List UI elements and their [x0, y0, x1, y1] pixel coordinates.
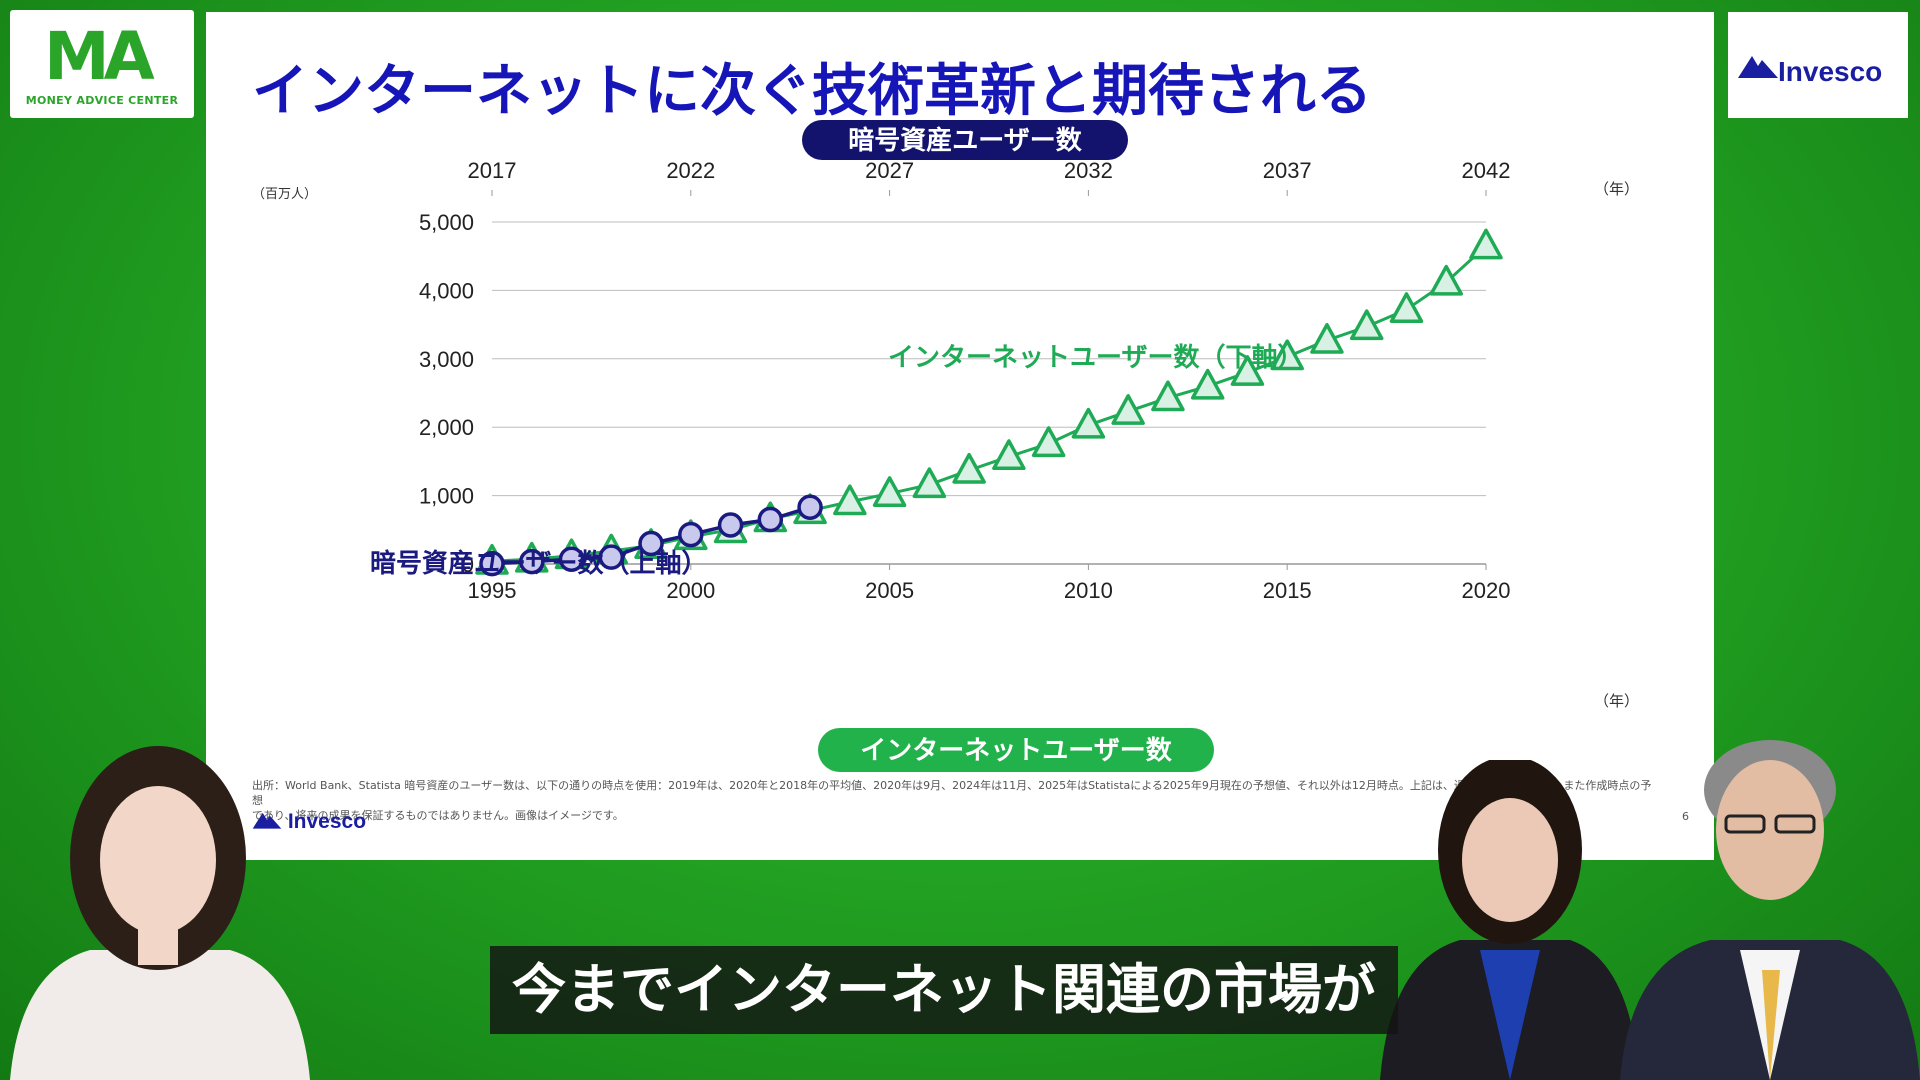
y-tick-label: 5,000: [419, 210, 474, 235]
x-top-tick-label: 2032: [1064, 158, 1113, 183]
top-axis-badge-label: 暗号資産ユーザー数: [848, 125, 1082, 156]
channel-logo: MA MONEY ADVICE CENTER: [10, 10, 194, 118]
internet-series-label: インターネットユーザー数（下軸）: [888, 342, 1303, 373]
chart-labels: 0 1,000 2,000 3,000 4,000 5,000 1995 2000 2005 20…: [419, 158, 1511, 603]
crypto-data-point: [757, 506, 784, 533]
bottom-axis-year-unit: （年）: [1594, 692, 1639, 710]
crypto-data-point: [717, 512, 744, 538]
y-tick-label: 2,000: [419, 415, 474, 440]
x-top-tick-label: 2022: [666, 158, 715, 183]
crypto-data-point: [638, 530, 664, 557]
internet-data-point: [1071, 407, 1106, 439]
mountain-icon: [252, 812, 282, 829]
internet-data-point: [1230, 355, 1265, 386]
bottom-axis-badge: インターネットユーザー数: [818, 728, 1214, 772]
invesco-footer-logo: Invesco: [252, 810, 366, 834]
bottom-axis-badge-label: インターネットユーザー数: [860, 736, 1172, 766]
internet-data-point: [833, 484, 867, 516]
source-note-line-2: であり、将来の成果を保証するものではありません。画像はイメージです。: [252, 809, 624, 822]
x-top-tick-label: 2042: [1462, 158, 1511, 183]
crypto-series-label: 暗号資産ユーザー数（上軸）: [370, 548, 707, 579]
chart-grid: [491, 190, 1487, 570]
channel-logo-mark: MA: [44, 18, 155, 95]
presenter-middle: [1380, 760, 1640, 1080]
internet-data-point: [872, 476, 907, 507]
x-top-tick-label: 2037: [1263, 158, 1312, 183]
crypto-data-point: [479, 550, 505, 577]
page-number: 6: [1682, 810, 1689, 823]
y-tick-label: 3,000: [419, 347, 474, 372]
y-tick-label: 0: [462, 552, 474, 577]
x-bottom-tick-label: 2005: [865, 578, 914, 603]
internet-data-point: [992, 439, 1026, 471]
x-bottom-tick-label: 2015: [1263, 578, 1312, 603]
x-bottom-tick-label: 2020: [1462, 578, 1511, 603]
internet-data-point: [1429, 264, 1463, 296]
invesco-corner-logo-text: Invesco: [1778, 56, 1883, 87]
internet-series-line: [491, 244, 1488, 563]
presenter-right: [1620, 740, 1920, 1080]
crypto-data-point: [558, 546, 585, 572]
video-subtitle: 今までインターネット関連の市場が: [490, 946, 1398, 1034]
top-axis-year-unit: （年）: [1594, 180, 1639, 198]
slide: インターネットに次ぐ技術革新と期待される 0 1,000 2,000 3,000 4,0…: [206, 12, 1714, 860]
channel-logo-subtitle: MONEY ADVICE CENTER: [25, 94, 179, 107]
presenter-left: [10, 746, 310, 1080]
invesco-footer-logo-text: Invesco: [287, 810, 367, 833]
x-bottom-tick-label: 2010: [1064, 578, 1113, 603]
invesco-corner-logo: Invesco: [1728, 12, 1908, 118]
crypto-data-point: [678, 521, 704, 548]
top-axis-badge: 暗号資産ユーザー数: [802, 120, 1128, 160]
internet-data-point: [1349, 309, 1384, 341]
internet-data-point: [1469, 228, 1503, 260]
internet-data-point: [912, 467, 947, 499]
internet-data-point: [1151, 380, 1185, 412]
source-note: 出所：World Bank、Statista 暗号資産のユーザー数は、以下の通り…: [252, 778, 1652, 823]
x-bottom-tick-label: 1995: [468, 578, 517, 603]
mountain-icon: [1738, 56, 1778, 78]
internet-data-point: [1031, 426, 1066, 458]
y-tick-label: 4,000: [419, 278, 474, 303]
user-growth-chart: 0 1,000 2,000 3,000 4,000 5,000 1995 2000 2005 20…: [252, 120, 1639, 772]
series-crypto-users: [479, 494, 823, 577]
internet-data-point: [1190, 368, 1225, 400]
slide-title: インターネットに次ぐ技術革新と期待される: [252, 59, 1372, 124]
series-internet-users: [475, 228, 1503, 575]
x-top-tick-label: 2017: [468, 158, 517, 183]
x-bottom-tick-label: 2000: [666, 578, 715, 603]
crypto-data-point: [797, 494, 823, 520]
internet-data-point: [1111, 394, 1145, 425]
internet-data-point: [952, 452, 986, 484]
y-tick-label: 1,000: [419, 484, 474, 509]
x-top-tick-label: 2027: [865, 158, 914, 183]
internet-data-point: [1389, 292, 1424, 324]
source-note-line-1: 出所：World Bank、Statista 暗号資産のユーザー数は、以下の通り…: [252, 779, 1652, 807]
internet-data-point: [1270, 339, 1304, 371]
crypto-data-point: [598, 544, 625, 570]
crypto-data-point: [519, 548, 545, 575]
y-axis-unit: （百万人）: [252, 187, 317, 202]
internet-data-point: [1310, 322, 1344, 354]
